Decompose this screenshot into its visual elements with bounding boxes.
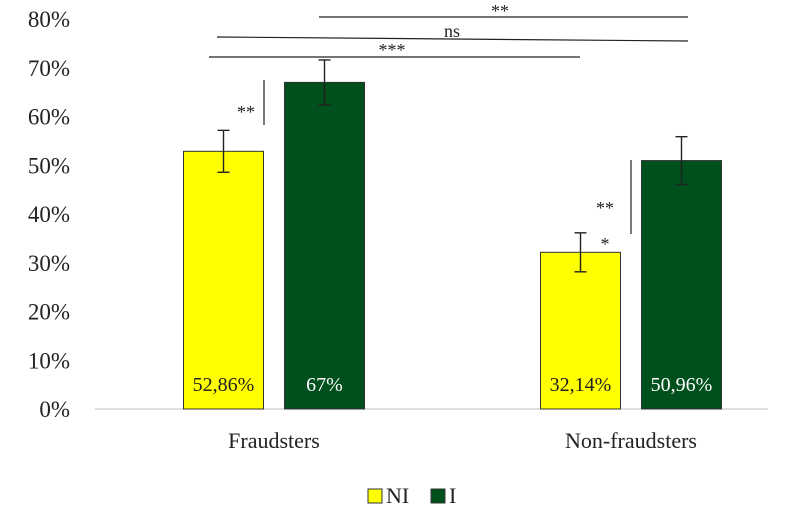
y-tick-label: 60% <box>28 105 70 130</box>
data-label: 52,86% <box>193 374 255 396</box>
bar <box>183 150 264 410</box>
data-label: 67% <box>306 374 343 396</box>
legend-label-ni: NI <box>386 483 409 508</box>
y-tick-label: 0% <box>39 397 70 422</box>
data-label: 32,14% <box>550 374 612 396</box>
y-tick-label: 10% <box>28 348 70 373</box>
legend-label-i: I <box>449 483 456 508</box>
significance-label: ** <box>237 102 255 122</box>
significance-line <box>216 36 689 42</box>
legend-swatch-ni <box>367 488 383 504</box>
x-axis-categories: Fraudsters Non-fraudsters <box>228 428 697 453</box>
y-tick-label: 80% <box>28 7 70 32</box>
legend: NI I <box>367 483 456 508</box>
x-category-label: Non-fraudsters <box>565 428 697 453</box>
x-category-label: Fraudsters <box>228 428 320 453</box>
significance-label: * <box>601 234 610 254</box>
legend-swatch-i <box>430 488 446 504</box>
bars: 52,86% 67% 32,14% 50,96% <box>183 59 722 410</box>
significance-label: ns <box>444 21 460 41</box>
significance-label: *** <box>379 40 406 60</box>
y-axis: 0% 10% 20% 30% 40% 50% 60% 70% 80% <box>28 7 70 422</box>
y-tick-label: 40% <box>28 202 70 227</box>
y-tick-label: 50% <box>28 153 70 178</box>
bar <box>641 160 722 410</box>
significance-label: ** <box>596 198 614 218</box>
significance-label: ** <box>491 1 509 21</box>
significance-annotations: *******ns*** <box>209 1 689 254</box>
y-tick-label: 30% <box>28 251 70 276</box>
y-tick-label: 70% <box>28 56 70 81</box>
bar <box>284 81 365 410</box>
data-label: 50,96% <box>651 374 713 396</box>
y-tick-label: 20% <box>28 300 70 325</box>
